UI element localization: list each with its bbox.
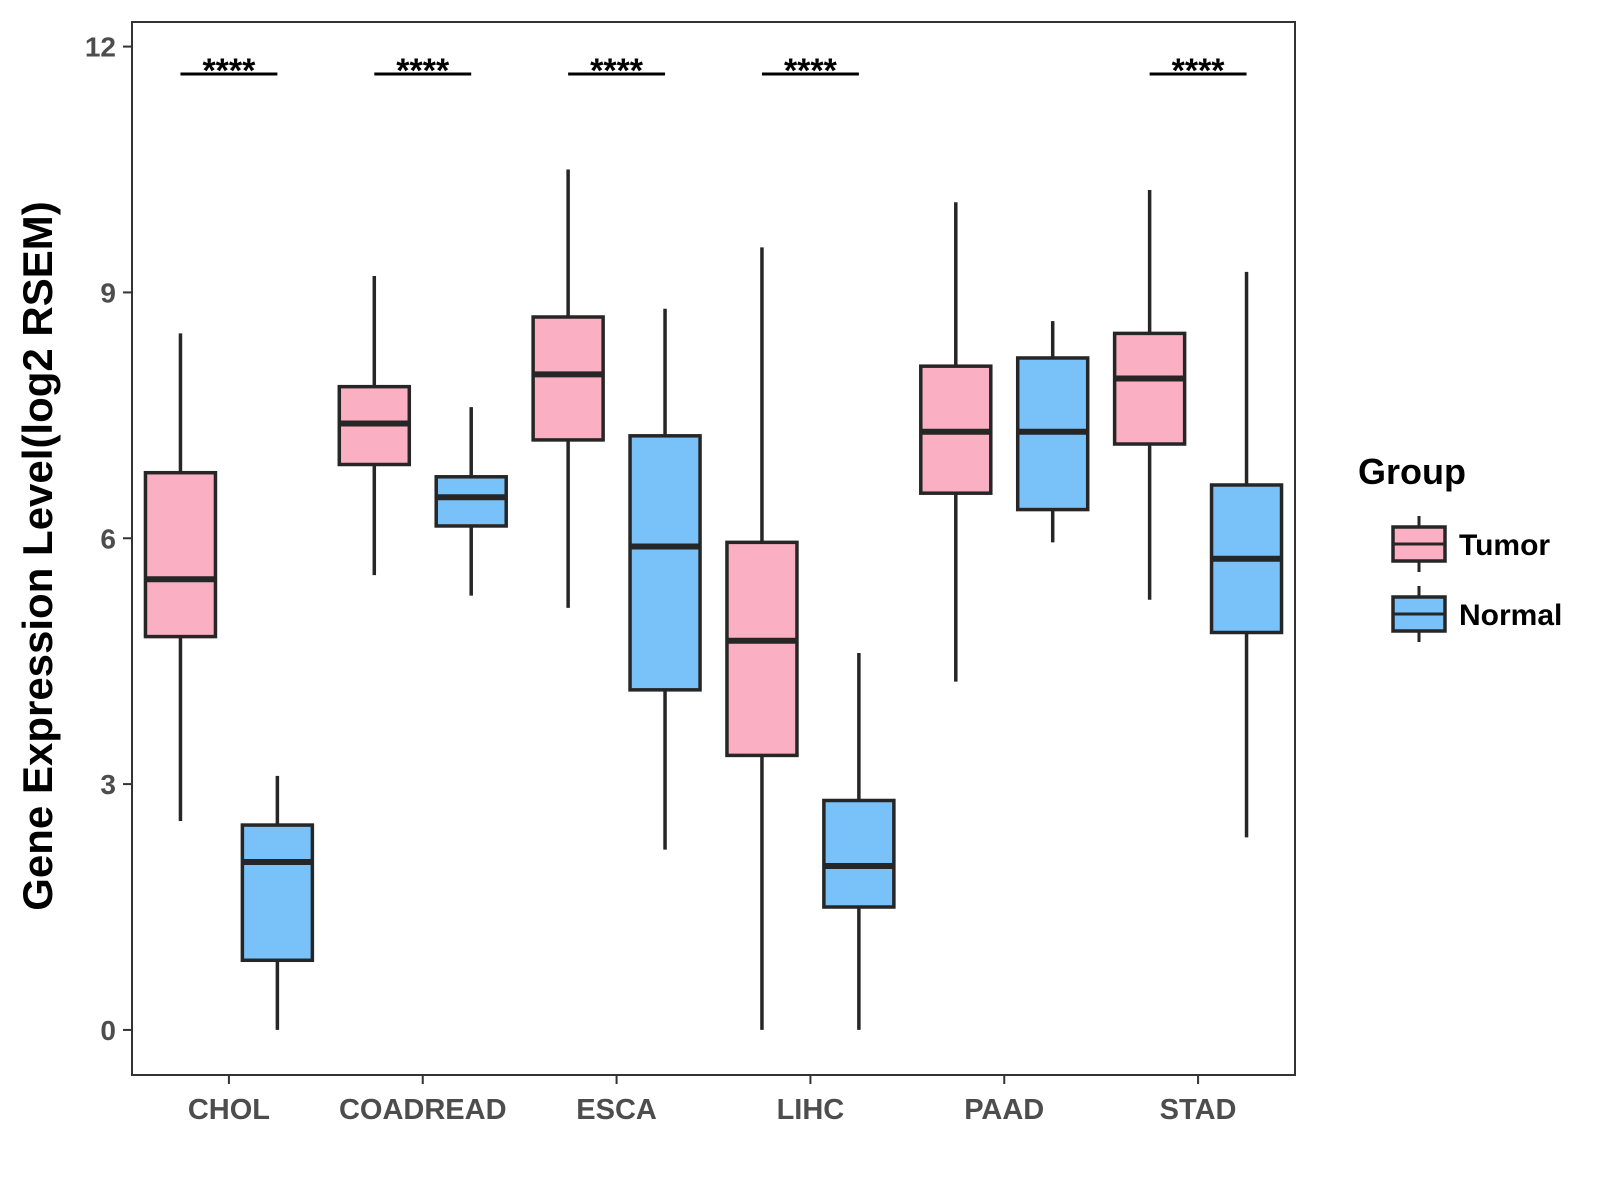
significance-esca: **** bbox=[568, 52, 666, 90]
x-tick-label-paad: PAAD bbox=[964, 1094, 1044, 1126]
significance-label: **** bbox=[590, 52, 644, 90]
box-normal-coadread bbox=[434, 407, 508, 596]
x-tick-label-esca: ESCA bbox=[576, 1094, 657, 1126]
significance-lihc: **** bbox=[761, 52, 859, 90]
box-iqr bbox=[531, 315, 605, 442]
box-series bbox=[143, 169, 1284, 1030]
x-axis: CHOL COADREAD ESCA LIHC PAAD STAD bbox=[188, 1075, 1237, 1126]
x-tick-label-chol: CHOL bbox=[188, 1094, 270, 1126]
plot-area bbox=[131, 21, 1296, 1076]
x-tick-label-stad: STAD bbox=[1160, 1094, 1237, 1126]
box-iqr bbox=[434, 475, 508, 528]
legend-label: Normal bbox=[1459, 599, 1562, 632]
y-tick-label: 9 bbox=[100, 277, 116, 308]
significance-coadread: **** bbox=[374, 52, 472, 90]
significance-label: **** bbox=[202, 52, 256, 90]
box-iqr bbox=[1112, 331, 1187, 446]
box-tumor-stad bbox=[1112, 189, 1187, 600]
box-normal-lihc bbox=[822, 652, 896, 1030]
box-tumor-esca bbox=[531, 169, 605, 608]
y-tick-label: 3 bbox=[100, 769, 116, 800]
x-tick-label-lihc: LIHC bbox=[777, 1094, 845, 1126]
y-tick-label: 0 bbox=[100, 1015, 116, 1046]
significance-stad: **** bbox=[1149, 52, 1247, 90]
box-normal-esca bbox=[628, 308, 702, 850]
significance-label: **** bbox=[396, 52, 450, 90]
box-normal-chol bbox=[240, 775, 315, 1030]
y-axis: 0 3 6 9 12 bbox=[85, 32, 132, 1046]
box-iqr bbox=[240, 823, 315, 963]
box-normal-paad bbox=[1015, 321, 1090, 543]
significance-chol: **** bbox=[180, 52, 278, 90]
box-iqr bbox=[725, 540, 799, 758]
legend-label: Tumor bbox=[1459, 529, 1550, 562]
y-axis-label: Gene Expression Level(log2 RSEM) bbox=[14, 201, 61, 911]
significance-label: **** bbox=[784, 52, 838, 90]
box-iqr bbox=[822, 798, 896, 909]
box-tumor-paad bbox=[919, 202, 993, 682]
box-tumor-lihc bbox=[725, 247, 799, 1030]
box-tumor-coadread bbox=[337, 276, 412, 576]
legend-entry-tumor: Tumor bbox=[1391, 516, 1550, 572]
legend-entry-normal: Normal bbox=[1391, 586, 1562, 642]
legend: Group Tumor Normal bbox=[1358, 451, 1562, 642]
plot-panel-border bbox=[131, 21, 1296, 1076]
box-normal-stad bbox=[1209, 271, 1284, 838]
significance-annotations: **** **** **** **** **** bbox=[180, 52, 1247, 90]
y-tick-label: 12 bbox=[85, 32, 116, 63]
box-iqr bbox=[143, 470, 218, 639]
significance-label: **** bbox=[1172, 52, 1226, 90]
legend-title: Group bbox=[1358, 451, 1466, 492]
box-tumor-chol bbox=[143, 333, 218, 821]
box-iqr bbox=[628, 434, 702, 692]
x-tick-label-coadread: COADREAD bbox=[339, 1094, 507, 1126]
y-tick-label: 6 bbox=[100, 523, 116, 554]
